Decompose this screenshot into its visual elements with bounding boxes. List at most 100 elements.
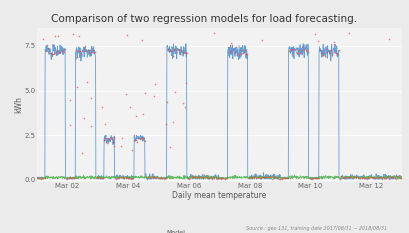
- Point: [321, 54, 327, 58]
- Point: [228, 43, 235, 47]
- Point: [223, 176, 230, 180]
- Point: [112, 177, 119, 181]
- Point: [162, 176, 169, 180]
- Point: [183, 51, 189, 55]
- Point: [179, 50, 186, 53]
- Point: [130, 133, 137, 137]
- Point: [179, 101, 186, 105]
- Point: [79, 151, 85, 154]
- Point: [307, 177, 313, 181]
- Point: [287, 48, 293, 51]
- Point: [44, 44, 50, 47]
- Point: [345, 32, 352, 35]
- Point: [94, 176, 101, 180]
- Point: [188, 174, 194, 178]
- Point: [217, 177, 223, 180]
- Point: [202, 175, 208, 179]
- Point: [388, 175, 394, 179]
- Point: [216, 176, 222, 180]
- Point: [169, 120, 175, 124]
- Point: [269, 175, 275, 178]
- Point: [191, 176, 197, 179]
- Point: [101, 122, 108, 126]
- Point: [101, 138, 107, 142]
- Point: [124, 33, 130, 37]
- Point: [208, 177, 215, 181]
- Point: [214, 176, 221, 180]
- Point: [121, 176, 127, 180]
- Point: [284, 176, 290, 180]
- Point: [168, 49, 174, 53]
- Point: [376, 175, 383, 179]
- Point: [194, 175, 201, 178]
- Point: [146, 174, 153, 178]
- Point: [66, 98, 73, 102]
- Point: [177, 52, 183, 55]
- Point: [145, 175, 151, 179]
- Point: [166, 48, 173, 51]
- Point: [384, 37, 391, 41]
- Point: [104, 141, 110, 145]
- Point: [122, 176, 129, 180]
- Point: [361, 176, 368, 180]
- Point: [211, 176, 217, 179]
- Point: [111, 136, 117, 139]
- Point: [106, 138, 112, 142]
- Point: [73, 48, 79, 52]
- Point: [265, 174, 272, 178]
- Point: [46, 51, 53, 55]
- Point: [155, 176, 162, 180]
- Point: [257, 176, 264, 180]
- Point: [111, 144, 117, 148]
- Point: [362, 177, 369, 181]
- Point: [200, 173, 207, 176]
- Point: [335, 48, 341, 52]
- Point: [76, 49, 83, 53]
- Point: [37, 177, 44, 181]
- Point: [141, 92, 148, 95]
- Point: [297, 51, 303, 54]
- Point: [153, 176, 159, 180]
- Point: [185, 177, 192, 181]
- Point: [384, 174, 391, 178]
- Text: Comparison of two regression models for load forecasting.: Comparison of two regression models for …: [52, 14, 357, 24]
- Point: [84, 48, 91, 52]
- Point: [160, 177, 166, 181]
- Point: [150, 175, 157, 178]
- Point: [309, 177, 316, 180]
- Point: [54, 48, 60, 52]
- Point: [203, 175, 209, 179]
- Point: [308, 177, 315, 181]
- Point: [173, 50, 179, 54]
- Point: [234, 52, 240, 55]
- Point: [170, 47, 177, 50]
- Point: [313, 176, 320, 180]
- Point: [79, 50, 85, 53]
- Point: [338, 175, 345, 179]
- Point: [43, 49, 49, 53]
- Point: [227, 41, 233, 45]
- Point: [207, 175, 213, 178]
- Point: [104, 137, 111, 140]
- Point: [315, 176, 321, 179]
- Point: [281, 176, 288, 180]
- Point: [107, 137, 113, 140]
- Point: [226, 50, 232, 54]
- Point: [274, 175, 281, 179]
- Point: [74, 85, 80, 89]
- Point: [350, 174, 356, 178]
- Point: [242, 52, 249, 55]
- Point: [371, 176, 378, 180]
- Point: [115, 176, 121, 180]
- Point: [332, 51, 339, 55]
- Point: [85, 48, 92, 52]
- Point: [68, 176, 74, 180]
- Point: [245, 176, 252, 180]
- Point: [261, 175, 268, 178]
- Point: [298, 48, 304, 52]
- Point: [294, 51, 301, 55]
- Point: [264, 176, 270, 179]
- Point: [161, 176, 168, 180]
- Legend: observed, OLS, Quantile reg: observed, OLS, Quantile reg: [112, 228, 238, 233]
- Point: [213, 177, 220, 181]
